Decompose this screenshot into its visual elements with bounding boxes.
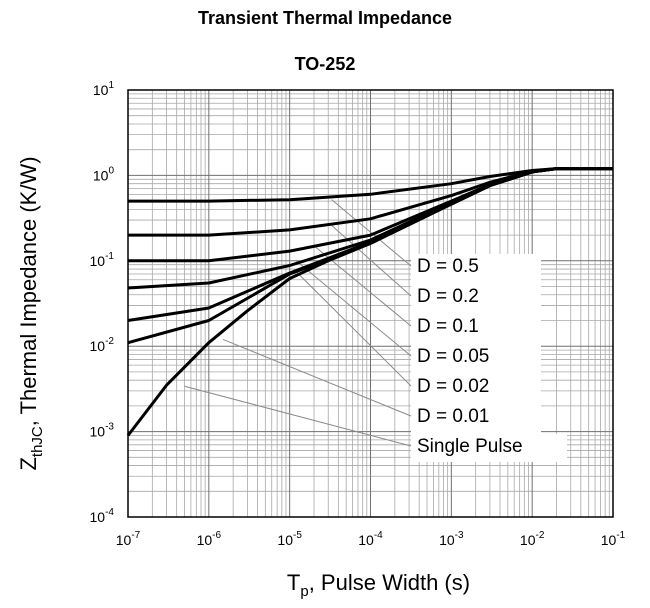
legend-leader-line (331, 224, 412, 297)
x-tick-label: 10-4 (358, 530, 383, 548)
x-tick-label: 10-5 (277, 530, 302, 548)
y-tick-label: 100 (93, 165, 115, 183)
y-tick-label: 10-2 (90, 336, 115, 354)
legend-leader-line (331, 199, 412, 267)
legend-background (411, 434, 567, 462)
legend-label: D = 0.2 (417, 286, 479, 307)
series-line (126, 167, 613, 437)
y-tick-label: 10-1 (90, 251, 115, 269)
legend-leader-line (184, 385, 412, 447)
chart-subtitle: TO-252 (294, 54, 356, 74)
legend-leader-line (295, 260, 412, 357)
legend-label: D = 0.05 (417, 346, 489, 367)
legend-background (411, 254, 541, 438)
legend-leader-line (295, 271, 412, 387)
legend-label: D = 0.1 (417, 316, 479, 337)
x-tick-label: 10-1 (601, 530, 626, 548)
legend-leader-line (222, 338, 412, 417)
legend-label: Single Pulse (417, 436, 523, 457)
y-tick-label: 101 (93, 80, 115, 98)
x-tick-label: 10-2 (520, 530, 545, 548)
y-axis-label: ZthJC, Thermal Impedance (K/W) (16, 156, 46, 470)
legend-label: D = 0.01 (417, 406, 489, 427)
x-axis-label: Tp, Pulse Width (s) (287, 570, 470, 600)
y-tick-label: 10-3 (90, 422, 115, 440)
y-tick-label: 10-4 (90, 507, 115, 525)
x-tick-label: 10-6 (197, 530, 222, 548)
plot-border (127, 89, 614, 518)
x-tick-label: 10-3 (439, 530, 464, 548)
legend-label: D = 0.5 (417, 256, 479, 277)
x-tick-label: 10-7 (116, 530, 141, 548)
chart-title: Transient Thermal Impedance (197, 8, 453, 28)
legend-label: D = 0.02 (417, 376, 489, 397)
